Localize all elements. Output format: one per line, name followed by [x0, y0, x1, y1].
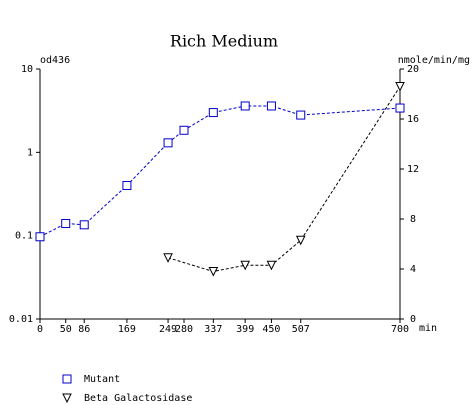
x-tick-label: 700	[391, 324, 409, 335]
x-axis-label: min	[419, 323, 437, 334]
series-line	[39, 105, 401, 238]
y2-tick-label: 12	[407, 164, 419, 175]
marker	[79, 220, 89, 230]
marker	[240, 260, 251, 271]
marker	[266, 101, 276, 111]
marker	[208, 108, 218, 118]
y-tick-label: 0.1	[15, 231, 33, 242]
y2-tick-label: 16	[407, 114, 419, 125]
legend-label: Beta Galactosidase	[84, 393, 192, 404]
marker	[122, 180, 132, 190]
marker	[266, 260, 277, 271]
y2-axis-label: nmole/min/mg	[398, 55, 470, 66]
x-tick-label: 337	[204, 324, 222, 335]
x-tick-label: 249	[159, 324, 177, 335]
y2-tick-label: 4	[410, 264, 416, 275]
y-tick-label: 0.01	[9, 314, 33, 325]
marker	[296, 110, 306, 120]
marker	[240, 101, 250, 111]
chart-title: Rich Medium	[170, 32, 278, 51]
x-tick-label: 280	[175, 324, 193, 335]
y2-tick-label: 20	[407, 64, 419, 75]
legend-marker	[62, 393, 72, 404]
legend-marker	[62, 374, 72, 384]
y-tick-label: 10	[21, 64, 33, 75]
y-axis-label: od436	[40, 55, 70, 66]
y2-tick-label: 0	[410, 314, 416, 325]
x-tick-label: 86	[78, 324, 90, 335]
marker	[61, 218, 71, 228]
marker	[395, 82, 405, 92]
y-tick-label: 1	[27, 147, 33, 158]
marker	[35, 232, 45, 242]
marker	[179, 125, 189, 135]
legend-label: Mutant	[84, 374, 120, 385]
x-tick-label: 450	[262, 324, 280, 335]
x-tick-label: 169	[118, 324, 136, 335]
marker	[295, 235, 306, 246]
marker	[163, 138, 173, 148]
marker	[208, 267, 219, 277]
y2-tick-label: 8	[410, 214, 416, 225]
x-tick-label: 507	[292, 324, 310, 335]
marker	[395, 103, 405, 113]
x-tick-label: 0	[37, 324, 43, 335]
x-tick-label: 399	[236, 324, 254, 335]
marker	[163, 253, 173, 263]
x-tick-label: 50	[60, 324, 72, 335]
series-line	[167, 86, 401, 273]
